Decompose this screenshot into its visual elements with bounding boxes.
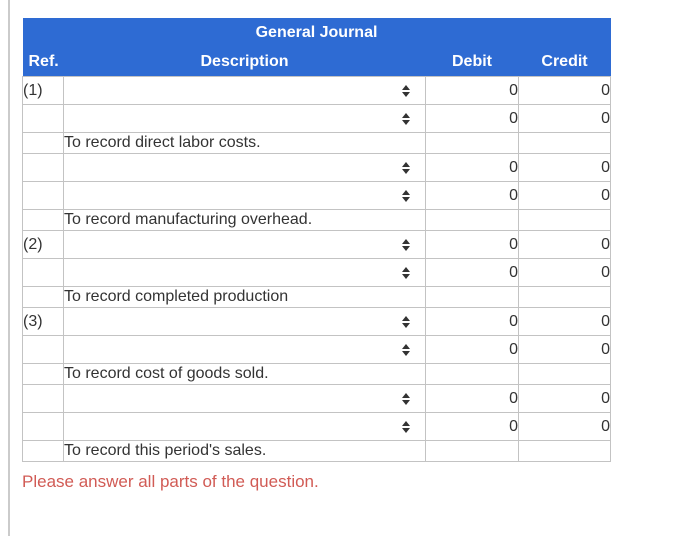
account-select[interactable] [63,104,426,133]
select-arrows-icon [402,392,410,405]
journal-entry-row: 0 0 [22,181,612,210]
select-arrows-icon [402,84,410,97]
account-select[interactable] [63,258,426,287]
account-select[interactable] [63,153,426,182]
select-arrows-icon [402,189,410,202]
memo-row: To record cost of goods sold. [22,363,612,385]
validation-message: Please answer all parts of the question. [22,472,319,491]
blank-cell [517,209,612,231]
account-select[interactable] [63,335,426,364]
debit-input[interactable]: 0 [425,76,519,105]
journal-entry-row: 0 0 [22,258,612,287]
memo-row: To record completed production [22,286,612,308]
memo-row: To record this period's sales. [22,440,612,462]
memo-row: To record direct labor costs. [22,132,612,154]
memo-text: To record cost of goods sold. [63,363,426,385]
header-credit: Credit [518,48,611,77]
account-select[interactable] [63,412,426,441]
ref-label [22,384,64,413]
header-debit: Debit [425,48,519,77]
select-arrows-icon [402,112,410,125]
ref-label [22,153,64,182]
account-select[interactable] [63,230,426,259]
journal-entry-row: 0 0 [22,412,612,441]
journal-entry-row: (3) 0 0 [22,307,612,336]
memo-text: To record this period's sales. [63,440,426,462]
blank-cell [517,286,612,308]
ref-label [22,286,64,308]
debit-input[interactable]: 0 [425,104,519,133]
credit-input[interactable]: 0 [517,76,612,105]
blank-cell [425,209,519,231]
blank-cell [517,363,612,385]
blank-cell [425,286,519,308]
debit-input[interactable]: 0 [425,307,519,336]
credit-input[interactable]: 0 [517,181,612,210]
blank-cell [425,440,519,462]
credit-input[interactable]: 0 [517,153,612,182]
memo-text: To record direct labor costs. [63,132,426,154]
ref-label [22,181,64,210]
account-select[interactable] [63,384,426,413]
select-arrows-icon [402,420,410,433]
general-journal-table: General Journal Ref. Description Debit C… [22,18,612,462]
memo-text: To record manufacturing overhead. [63,209,426,231]
journal-entry-row: (1) 0 0 [22,76,612,105]
blank-cell [517,132,612,154]
select-arrows-icon [402,315,410,328]
table-title-row: General Journal [22,18,611,48]
blank-cell [517,440,612,462]
ref-label [22,132,64,154]
ref-label [22,209,64,231]
account-select[interactable] [63,181,426,210]
credit-input[interactable]: 0 [517,230,612,259]
journal-panel: General Journal Ref. Description Debit C… [22,18,612,492]
ref-label: (2) [22,230,64,259]
ref-label [22,104,64,133]
blank-cell [425,363,519,385]
credit-input[interactable]: 0 [517,384,612,413]
select-arrows-icon [402,161,410,174]
ref-label [22,440,64,462]
ref-label [22,363,64,385]
ref-label [22,412,64,441]
table-title: General Journal [22,18,611,48]
blank-cell [425,132,519,154]
journal-entry-row: 0 0 [22,335,612,364]
journal-entry-row: 0 0 [22,153,612,182]
select-arrows-icon [402,238,410,251]
account-select[interactable] [63,76,426,105]
credit-input[interactable]: 0 [517,335,612,364]
select-arrows-icon [402,343,410,356]
debit-input[interactable]: 0 [425,412,519,441]
debit-input[interactable]: 0 [425,384,519,413]
journal-entry-row: (2) 0 0 [22,230,612,259]
select-arrows-icon [402,266,410,279]
debit-input[interactable]: 0 [425,153,519,182]
journal-entry-row: 0 0 [22,104,612,133]
ref-label [22,335,64,364]
journal-entry-row: 0 0 [22,384,612,413]
debit-input[interactable]: 0 [425,230,519,259]
account-select[interactable] [63,307,426,336]
debit-input[interactable]: 0 [425,181,519,210]
debit-input[interactable]: 0 [425,258,519,287]
credit-input[interactable]: 0 [517,412,612,441]
memo-text: To record completed production [63,286,426,308]
credit-input[interactable]: 0 [517,307,612,336]
memo-row: To record manufacturing overhead. [22,209,612,231]
credit-input[interactable]: 0 [517,104,612,133]
header-ref: Ref. [22,48,64,77]
column-header-row: Ref. Description Debit Credit [22,48,611,77]
ref-label: (3) [22,307,64,336]
ref-label: (1) [22,76,64,105]
ref-label [22,258,64,287]
credit-input[interactable]: 0 [517,258,612,287]
debit-input[interactable]: 0 [425,335,519,364]
left-divider [8,0,10,536]
header-description: Description [63,48,426,77]
